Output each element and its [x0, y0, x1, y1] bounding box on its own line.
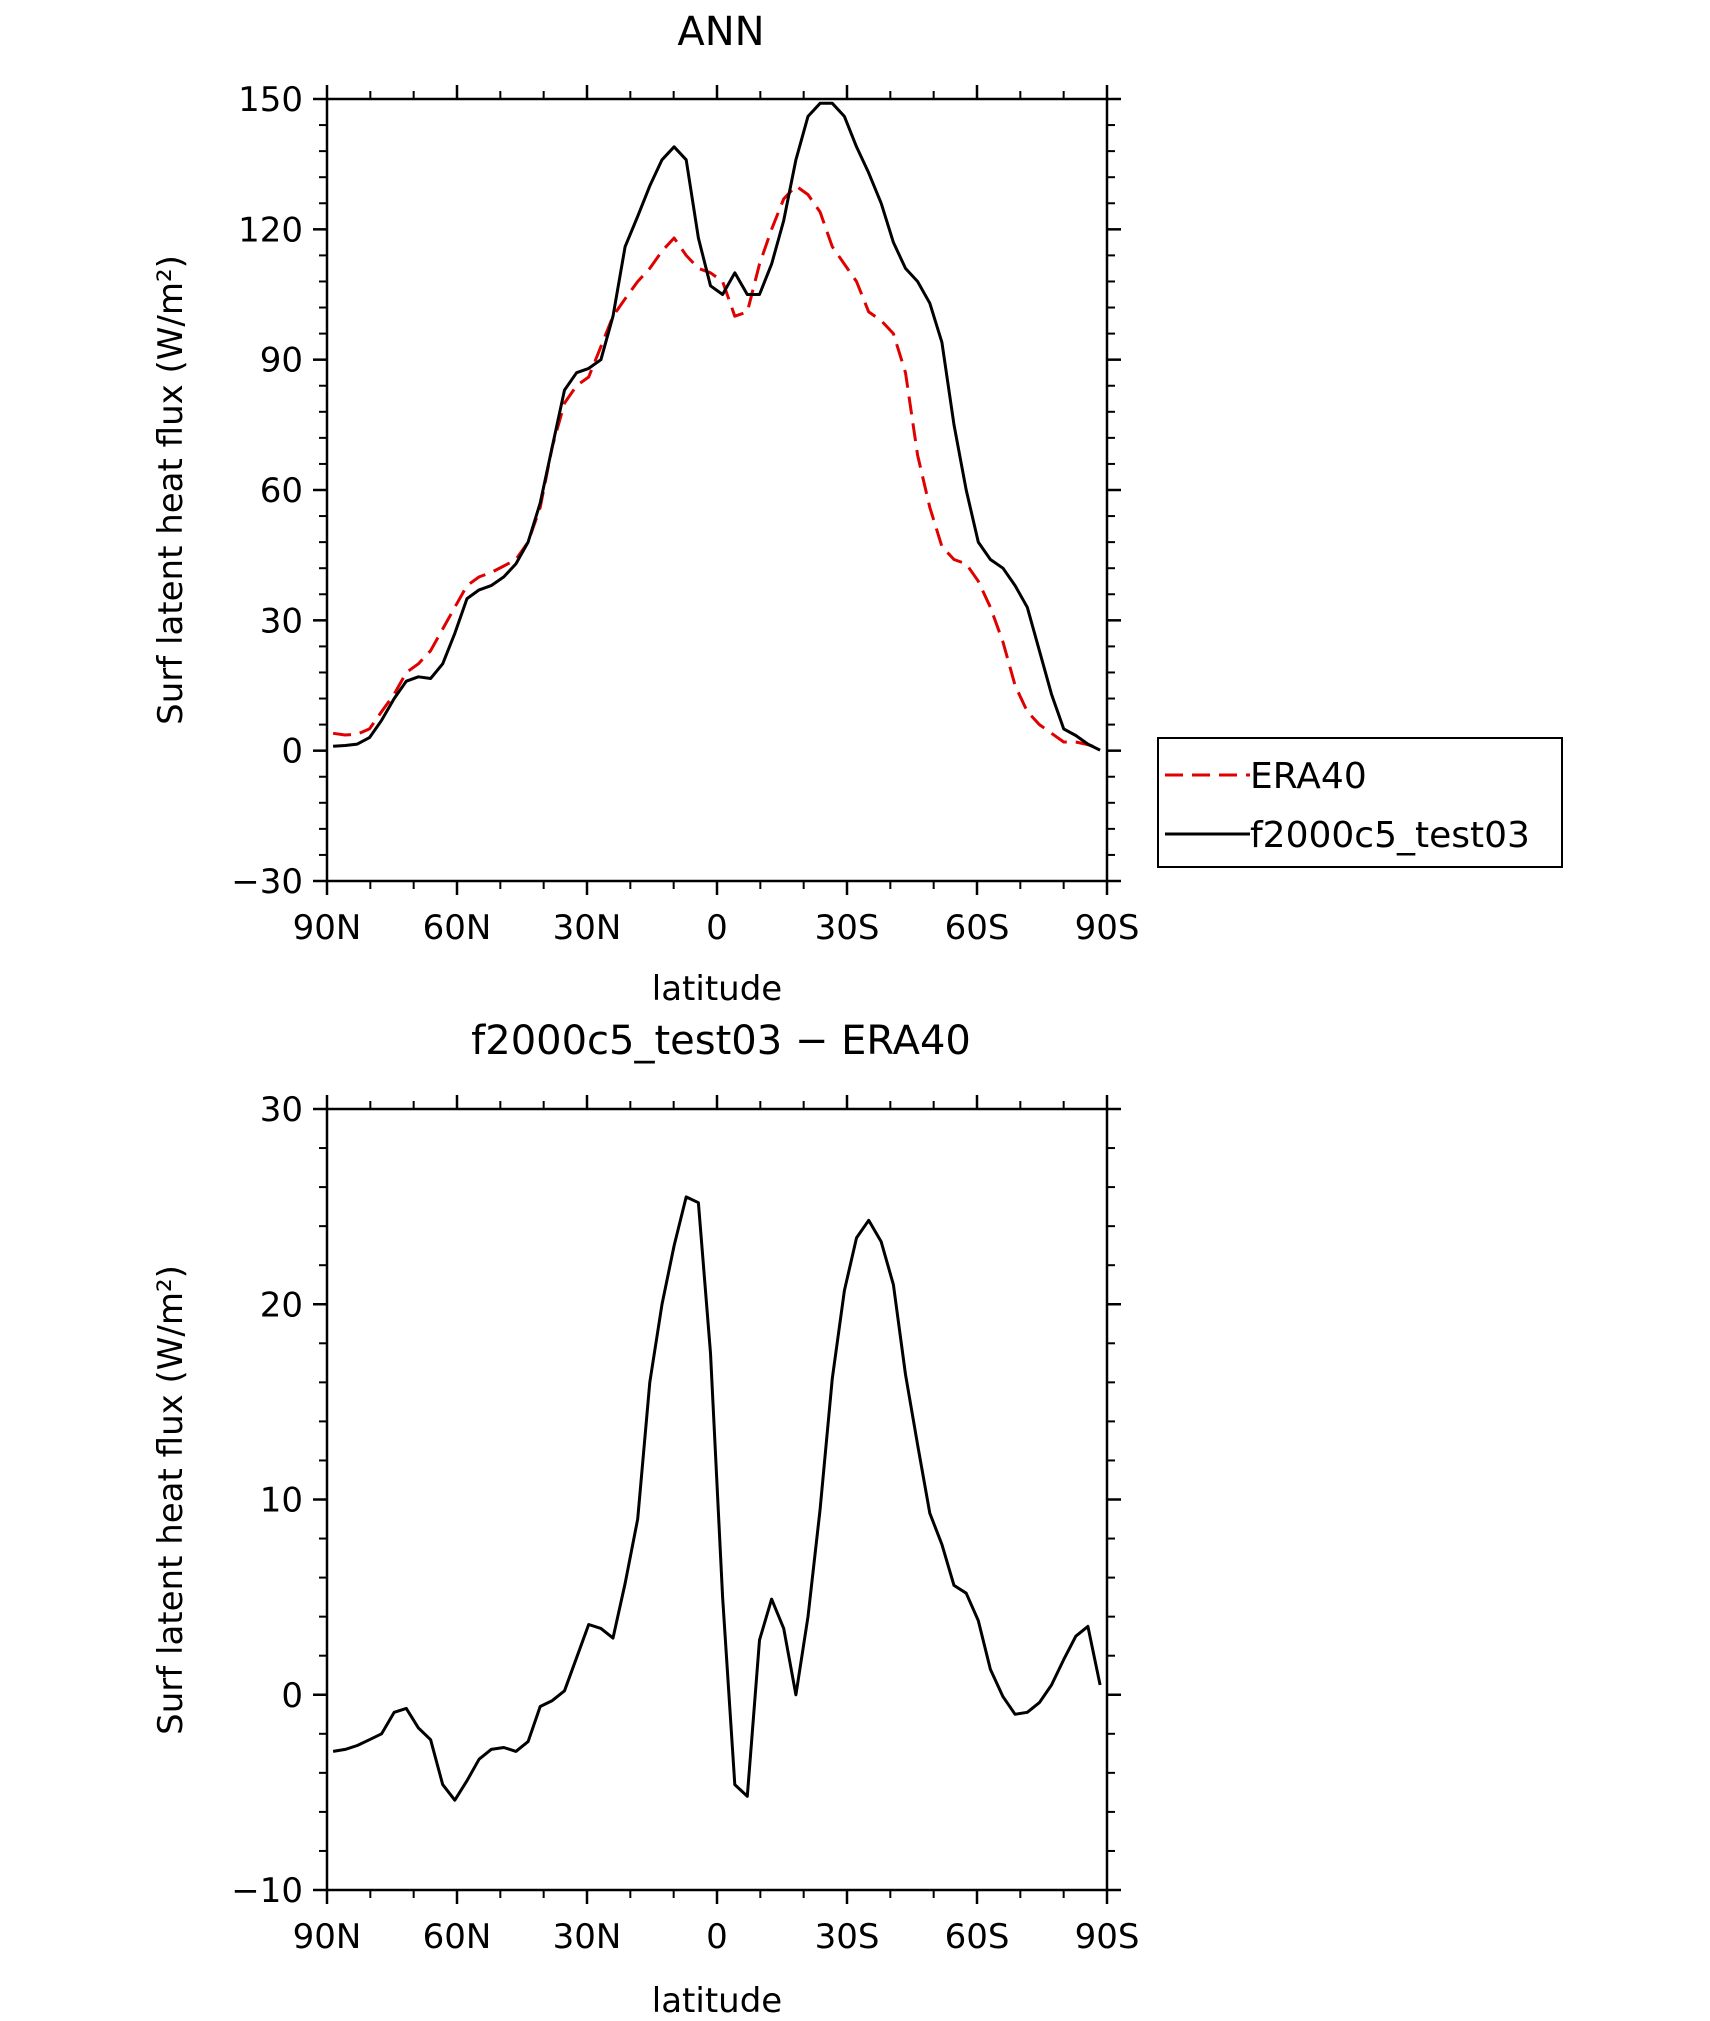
y-tick-label: 30: [260, 1090, 303, 1130]
top-panel: ANN −30 0 30 60 90 120 150 90N 60N 30N 0…: [151, 9, 1563, 1009]
x-tick-label: 90N: [293, 1917, 362, 1957]
legend-label-era40: ERA40: [1250, 756, 1367, 797]
top-chart-title: ANN: [677, 9, 764, 55]
y-tick-label: 0: [281, 732, 303, 772]
bottom-chart-title: f2000c5_test03 − ERA40: [471, 1018, 971, 1064]
bottom-axis-ticks: [313, 1095, 1121, 1904]
top-axis-ticks: [313, 85, 1121, 895]
series-line-era40: [332, 184, 1101, 751]
x-tick-label: 0: [706, 908, 728, 948]
legend-label-model: f2000c5_test03: [1250, 815, 1530, 856]
bottom-x-tick-labels: 90N 60N 30N 0 30S 60S 90S: [293, 1917, 1140, 1957]
top-series-group: [332, 101, 1101, 752]
legend-box: [1157, 737, 1563, 868]
x-tick-label: 90S: [1075, 908, 1140, 948]
x-tick-label: 90N: [293, 908, 362, 948]
x-tick-label: 90S: [1075, 1917, 1140, 1957]
bottom-x-axis-title: latitude: [652, 1981, 782, 2021]
y-tick-label: −30: [231, 862, 303, 902]
top-plot-frame: [325, 97, 1109, 883]
top-x-axis-title: latitude: [652, 969, 782, 1009]
y-tick-label: 120: [238, 210, 303, 250]
y-tick-label: 30: [260, 601, 303, 641]
top-y-tick-labels: −30 0 30 60 90 120 150: [231, 80, 303, 902]
x-tick-label: 60N: [423, 908, 492, 948]
bottom-panel: f2000c5_test03 − ERA40 −10 0 10 20 30 90…: [151, 1018, 1139, 2021]
x-tick-label: 60N: [423, 1917, 492, 1957]
x-tick-label: 60S: [945, 1917, 1010, 1957]
series-line-difference: [332, 1195, 1102, 1802]
y-tick-label: 0: [281, 1676, 303, 1716]
x-tick-label: 0: [706, 1917, 728, 1957]
x-tick-label: 30S: [815, 908, 880, 948]
legend: ERA40 f2000c5_test03: [1157, 737, 1563, 868]
bottom-y-tick-labels: −10 0 10 20 30: [231, 1090, 303, 1911]
x-tick-label: 30S: [815, 1917, 880, 1957]
y-tick-label: 60: [260, 471, 303, 511]
y-tick-label: 150: [238, 80, 303, 120]
top-x-tick-labels: 90N 60N 30N 0 30S 60S 90S: [293, 908, 1140, 948]
bottom-series-group: [332, 1195, 1102, 1802]
top-y-axis-title: Surf latent heat flux (W/m²): [151, 255, 191, 725]
series-line-f2000c5-test03: [333, 101, 1101, 752]
bottom-y-axis-title: Surf latent heat flux (W/m²): [151, 1265, 191, 1735]
y-tick-label: −10: [231, 1871, 303, 1911]
y-tick-label: 20: [260, 1285, 303, 1325]
y-tick-label: 10: [260, 1481, 303, 1521]
x-tick-label: 30N: [553, 908, 622, 948]
x-tick-label: 30N: [553, 1917, 622, 1957]
x-tick-label: 60S: [945, 908, 1010, 948]
y-tick-label: 90: [260, 341, 303, 381]
